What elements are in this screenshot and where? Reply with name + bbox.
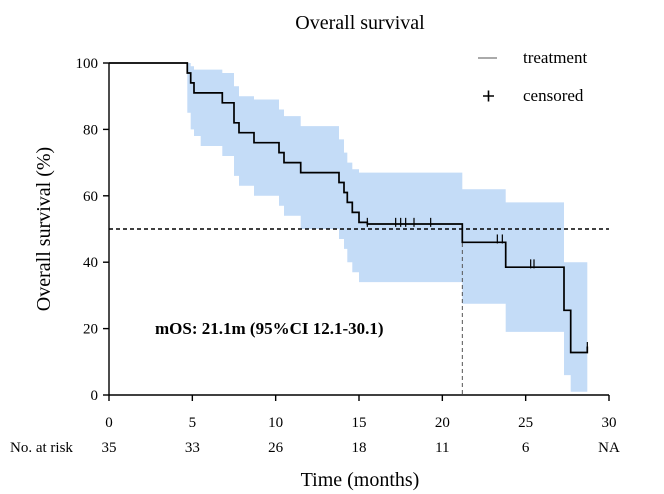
x-tick-label: 0 — [105, 415, 113, 431]
chart-title: Overall survival — [295, 12, 425, 34]
risk-table-value: 18 — [352, 440, 367, 456]
y-tick-label: 60 — [83, 189, 98, 205]
risk-table-value: 6 — [522, 440, 530, 456]
legend-label: censored — [523, 86, 584, 105]
km-curve-layer — [109, 62, 589, 354]
x-tick-label: 15 — [352, 415, 367, 431]
legend: treatment censored — [478, 48, 587, 105]
risk-table-value: 11 — [435, 440, 449, 456]
risk-table-value: 35 — [102, 440, 117, 456]
reference-line-layer — [109, 228, 609, 395]
risk-table-value: 33 — [185, 440, 200, 456]
y-tick-label: 40 — [83, 255, 98, 271]
km-curve-treatment — [109, 62, 589, 354]
censor-marks-layer — [366, 217, 588, 352]
x-tick-label: 20 — [435, 415, 450, 431]
median-annotation: mOS: 21.1m (95%CI 12.1-30.1) — [155, 319, 384, 338]
risk-table-value: 26 — [268, 440, 284, 456]
y-tick-label: 100 — [76, 56, 99, 72]
x-tick-label: 5 — [189, 415, 197, 431]
risk-table-label: No. at risk — [10, 440, 73, 456]
ci-band — [109, 63, 588, 392]
y-tick-label: 80 — [83, 122, 98, 138]
risk-table: No. at risk 35 33 26 18 11 6 NA — [10, 440, 620, 456]
y-tick-label: 0 — [91, 388, 99, 404]
y-axis: 0 20 40 60 80 100 — [76, 56, 110, 404]
y-tick-label: 20 — [83, 322, 98, 338]
risk-table-value: NA — [598, 440, 620, 456]
x-tick-label: 30 — [602, 415, 617, 431]
ci-band-layer — [109, 63, 588, 392]
x-tick-label: 10 — [268, 415, 283, 431]
x-axis: 0 5 10 15 20 25 30 — [105, 394, 617, 431]
y-axis-label: Overall survival (%) — [33, 147, 55, 311]
legend-label: treatment — [523, 48, 587, 67]
x-tick-label: 25 — [518, 415, 533, 431]
legend-plus-swatch — [483, 90, 494, 102]
x-axis-label: Time (months) — [301, 469, 420, 491]
